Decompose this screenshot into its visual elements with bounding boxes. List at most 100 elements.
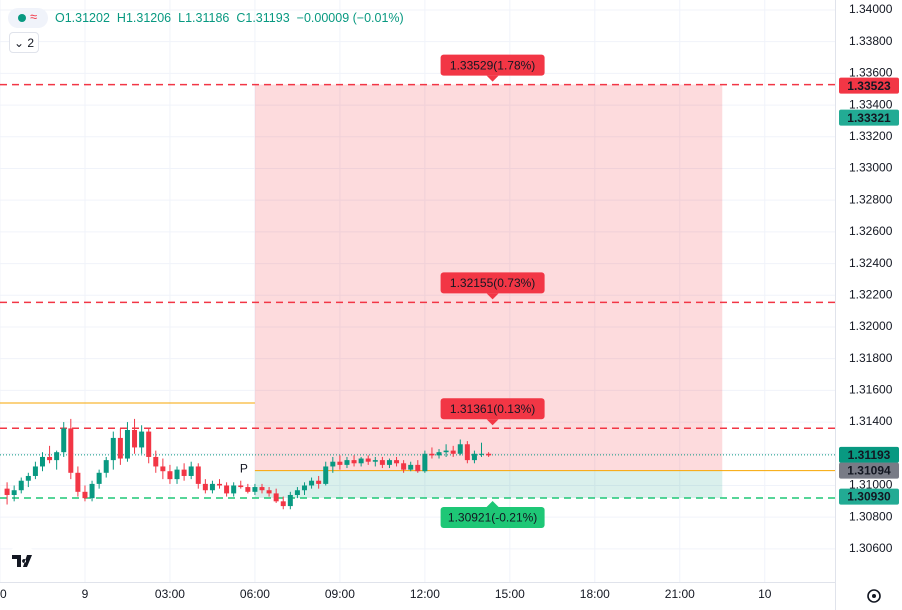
candle-body [54,452,60,461]
x-tick-label: 15:00 [495,587,525,601]
candle-body [486,453,492,456]
y-tick-label: 1.32000 [849,319,893,333]
candle-body [139,431,145,448]
candle-body [117,437,123,459]
level-label-box [440,54,545,76]
candle-body [464,444,470,461]
candle-body [408,464,414,470]
candle-body [330,461,336,467]
price-axis-bg [835,0,902,610]
price-tag-label: 1.33523 [847,79,891,93]
candle-body [443,450,449,453]
candle-body [245,487,251,492]
open-value: O1.31202 [55,11,110,25]
candle-body [252,487,258,492]
candle-body [351,460,357,464]
settings-icon[interactable] [867,589,881,603]
candle-body [401,463,407,470]
level-label: 1.31361(0.13%) [450,402,535,416]
candle-body [202,483,208,491]
candle-body [11,490,17,495]
price-tag-label: 1.31193 [848,448,891,462]
change-value: −0.00009 (−0.01%) [296,11,404,25]
close-value: C1.31193 [236,11,290,25]
y-tick-label: 1.33600 [849,66,893,80]
candle-body [287,494,293,507]
x-tick-label: 21:00 [665,587,695,601]
candle-body [429,453,435,456]
level-label-pointer [486,419,499,426]
price-tag [839,462,899,479]
y-tick-label: 1.32400 [849,256,893,270]
price-tag-label: 1.33321 [847,111,891,125]
candle-body [280,501,286,507]
y-tick-label: 1.32600 [849,224,893,238]
price-tag [839,109,899,126]
candle-body [422,453,428,472]
candle-body [160,466,166,472]
low-value: L1.31186 [178,11,230,25]
x-tick-label: 06:00 [240,587,270,601]
price-tag [839,446,899,463]
level-label-pointer [486,75,499,82]
indicator-count-text: 2 [27,35,35,50]
candle-body [457,444,463,454]
candle-body [358,458,364,464]
high-value: H1.31206 [116,11,172,25]
candle-body [273,493,279,502]
y-tick-label: 1.31400 [849,414,893,428]
level-label: 1.33529(1.78%) [450,58,535,72]
candle-body [18,480,24,491]
plot-area: P 1.33529(1.78%) 1.32155(0.73%) 1.31361(0.1… [0,0,835,582]
y-tick-label: 1.32200 [849,287,893,301]
price-tag-label: 1.30930 [847,490,891,504]
candle-body [188,466,194,476]
x-tick-label: 12:00 [410,587,440,601]
candle-body [82,491,88,499]
level-label-pointer [486,500,499,507]
candle-body [89,483,95,499]
candle-body [181,469,187,476]
candle-body [47,456,53,461]
candle-body [75,472,81,492]
candle-body [224,485,230,494]
candle-body [471,453,477,461]
level-label: 1.32155(0.73%) [450,276,535,290]
candle-body [450,450,456,454]
level-label-pointer [486,293,499,300]
candle-body [436,452,442,456]
candle-body [4,488,10,495]
y-tick-label: 1.33800 [849,34,893,48]
level-label-box [440,272,545,294]
candle-body [25,475,31,481]
price-tag [839,77,899,94]
y-tick-label: 1.33000 [849,161,893,175]
position-marker: P [240,462,248,476]
level-label: 1.30921(-0.21%) [448,511,537,525]
indicator-count[interactable]: ⌄ 2 [9,32,39,53]
x-tick-label: 09:00 [325,587,355,601]
candle-body [344,460,350,465]
candle-body [231,485,237,494]
y-tick-label: 1.31000 [849,478,893,492]
y-tick-label: 1.31800 [849,351,893,365]
candle-body [209,483,215,491]
candle-body [68,428,74,473]
candle-body [167,471,173,480]
candle-body [132,430,138,448]
y-tick-label: 1.30800 [849,509,893,523]
y-tick-label: 1.30600 [849,541,893,555]
target-zone [254,470,723,498]
x-tick-label: 10 [758,587,772,601]
y-tick-label: 1.32800 [849,192,893,206]
candle-body [394,460,400,464]
candle-body [124,430,130,459]
symbol-status[interactable]: ≈ [8,8,48,28]
candle-body [294,490,300,495]
level-label-box [440,398,545,420]
candle-body [61,428,67,453]
candle-body [301,485,307,491]
price-tag-label: 1.31094 [847,464,891,478]
y-tick-label: 1.31600 [849,383,893,397]
candle-body [372,460,378,462]
